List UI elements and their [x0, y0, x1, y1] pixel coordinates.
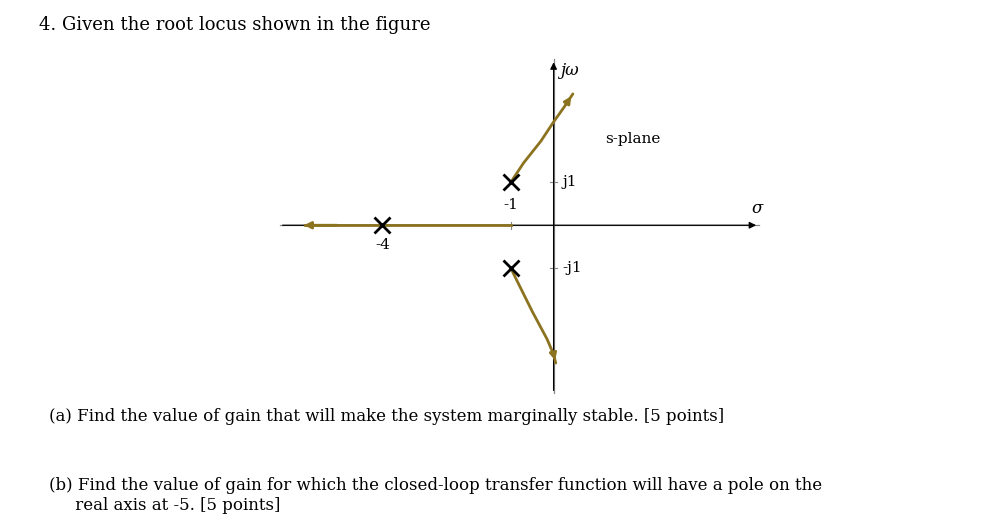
Text: -4: -4: [375, 238, 390, 252]
Text: (b) Find the value of gain for which the closed-loop transfer function will have: (b) Find the value of gain for which the…: [49, 477, 823, 514]
Text: 4. Given the root locus shown in the figure: 4. Given the root locus shown in the fig…: [39, 16, 431, 34]
Text: j1: j1: [562, 175, 577, 189]
Text: -1: -1: [504, 198, 519, 213]
Text: σ: σ: [752, 200, 764, 217]
Text: jω: jω: [560, 61, 579, 78]
Text: -j1: -j1: [562, 261, 582, 275]
Text: (a) Find the value of gain that will make the system marginally stable. [5 point: (a) Find the value of gain that will mak…: [49, 408, 724, 425]
Text: s-plane: s-plane: [605, 132, 660, 146]
